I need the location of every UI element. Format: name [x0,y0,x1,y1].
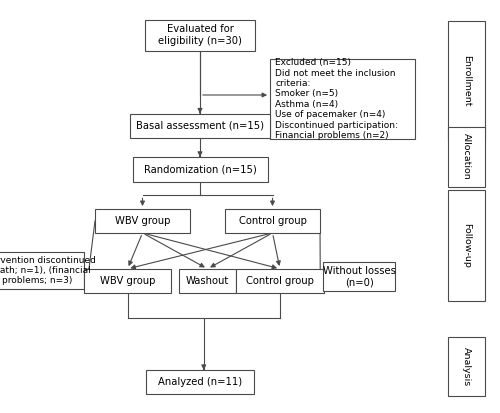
FancyBboxPatch shape [448,21,485,140]
Text: Without losses
(n=0): Without losses (n=0) [322,266,396,287]
FancyBboxPatch shape [448,337,485,396]
Text: Analyzed (n=11): Analyzed (n=11) [158,377,242,387]
FancyBboxPatch shape [225,209,320,233]
Text: Washout: Washout [186,276,229,286]
Text: Control group: Control group [246,276,314,286]
FancyBboxPatch shape [323,262,395,291]
Text: Control group: Control group [238,216,306,226]
Text: Basal assessment (n=15): Basal assessment (n=15) [136,121,264,131]
FancyBboxPatch shape [130,114,270,138]
Text: Evaluated for
eligibility (n=30): Evaluated for eligibility (n=30) [158,24,242,46]
Text: WBV group: WBV group [100,276,155,286]
FancyBboxPatch shape [95,209,190,233]
FancyBboxPatch shape [270,59,415,139]
FancyBboxPatch shape [84,269,171,293]
FancyBboxPatch shape [132,157,268,182]
Text: Allocation: Allocation [462,133,471,180]
Text: Excluded (n=15)
Did not meet the inclusion
criteria:
Smoker (n=5)
Asthma (n=4)
U: Excluded (n=15) Did not meet the inclusi… [275,58,398,140]
FancyBboxPatch shape [0,252,84,289]
Text: Intervention discontinued
(death; n=1), (financial
problems; n=3): Intervention discontinued (death; n=1), … [0,256,96,285]
FancyBboxPatch shape [236,269,324,293]
Text: WBV group: WBV group [115,216,170,226]
Text: Randomization (n=15): Randomization (n=15) [144,164,256,174]
FancyBboxPatch shape [448,190,485,301]
FancyBboxPatch shape [145,19,255,50]
FancyBboxPatch shape [448,127,485,187]
FancyBboxPatch shape [179,269,236,293]
Text: Analysis: Analysis [462,347,471,386]
FancyBboxPatch shape [146,370,254,394]
Text: Follow-up: Follow-up [462,223,471,268]
Text: Enrollment: Enrollment [462,55,471,106]
